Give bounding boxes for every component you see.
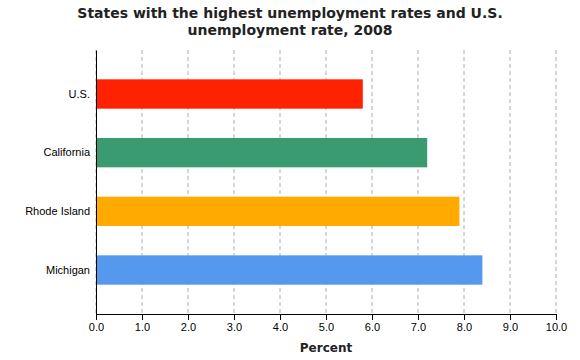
title: States with the highest unemployment rat…: [77, 5, 502, 38]
y-axis-line: [96, 51, 97, 315]
x-tick-mark: [280, 314, 281, 320]
y-axis: Michigan Rhode Island California U.S.: [25, 51, 96, 315]
y-tick-label: Michigan: [46, 264, 90, 276]
x-tick: 1.0: [135, 314, 150, 333]
x-tick-label: 9.0: [503, 321, 518, 333]
bar: [96, 79, 363, 108]
x-tick: 7.0: [411, 314, 426, 333]
y-tick-label: California: [44, 146, 91, 158]
x-tick-label: 4.0: [273, 321, 288, 333]
x-tick-label: 8.0: [457, 321, 472, 333]
bars: [96, 79, 482, 284]
x-tick-mark: [326, 314, 327, 320]
x-tick: 3.0: [227, 314, 242, 333]
x-tick-mark: [234, 314, 235, 320]
x-tick: 6.0: [365, 314, 380, 333]
x-tick-label: 0.0: [89, 321, 104, 333]
y-tick: California: [44, 146, 91, 158]
x-tick: 0.0: [89, 314, 104, 333]
grid-line: [510, 50, 511, 314]
x-tick: 2.0: [181, 314, 196, 333]
x-tick-label: 5.0: [319, 321, 334, 333]
x-tick-label: 10.0: [546, 321, 567, 333]
x-tick: 9.0: [503, 314, 518, 333]
x-tick-mark: [96, 314, 97, 320]
x-tick-mark: [188, 314, 189, 320]
x-tick-mark: [556, 314, 557, 320]
y-tick: Rhode Island: [25, 205, 90, 217]
chart: States with the highest unemployment rat…: [0, 0, 580, 360]
x-axis-line: [97, 315, 557, 321]
title-line: States with the highest unemployment rat…: [77, 5, 502, 21]
x-tick: 4.0: [273, 314, 288, 333]
bar: [96, 138, 427, 167]
y-tick-label: Rhode Island: [25, 205, 90, 217]
grid-line: [96, 50, 97, 314]
bar: [96, 255, 482, 284]
grid-line: [556, 50, 557, 314]
x-tick-mark: [418, 314, 419, 320]
title-line: unemployment rate, 2008: [188, 22, 393, 38]
x-tick-mark: [142, 314, 143, 320]
x-tick-label: 3.0: [227, 321, 242, 333]
x-tick: 10.0: [546, 314, 567, 333]
x-axis-title: Percent: [300, 341, 353, 355]
x-tick-mark: [372, 314, 373, 320]
y-tick: U.S.: [69, 88, 90, 100]
plot: 0.0 1.0 2.0 3.0 4.0 5.0 6.0 7.0 8.0 9.0 10.0 Michig…: [25, 50, 567, 355]
x-tick-label: 6.0: [365, 321, 380, 333]
x-tick-mark: [510, 314, 511, 320]
grid: [96, 50, 556, 314]
x-tick: 8.0: [457, 314, 472, 333]
bar: [96, 197, 459, 226]
x-tick-label: 1.0: [135, 321, 150, 333]
x-axis: 0.0 1.0 2.0 3.0 4.0 5.0 6.0 7.0 8.0 9.0 10.0: [89, 314, 567, 333]
y-tick-label: U.S.: [69, 88, 90, 100]
x-tick-label: 7.0: [411, 321, 426, 333]
y-tick: Michigan: [46, 264, 90, 276]
x-tick: 5.0: [319, 314, 334, 333]
x-tick-mark: [464, 314, 465, 320]
x-tick-label: 2.0: [181, 321, 196, 333]
